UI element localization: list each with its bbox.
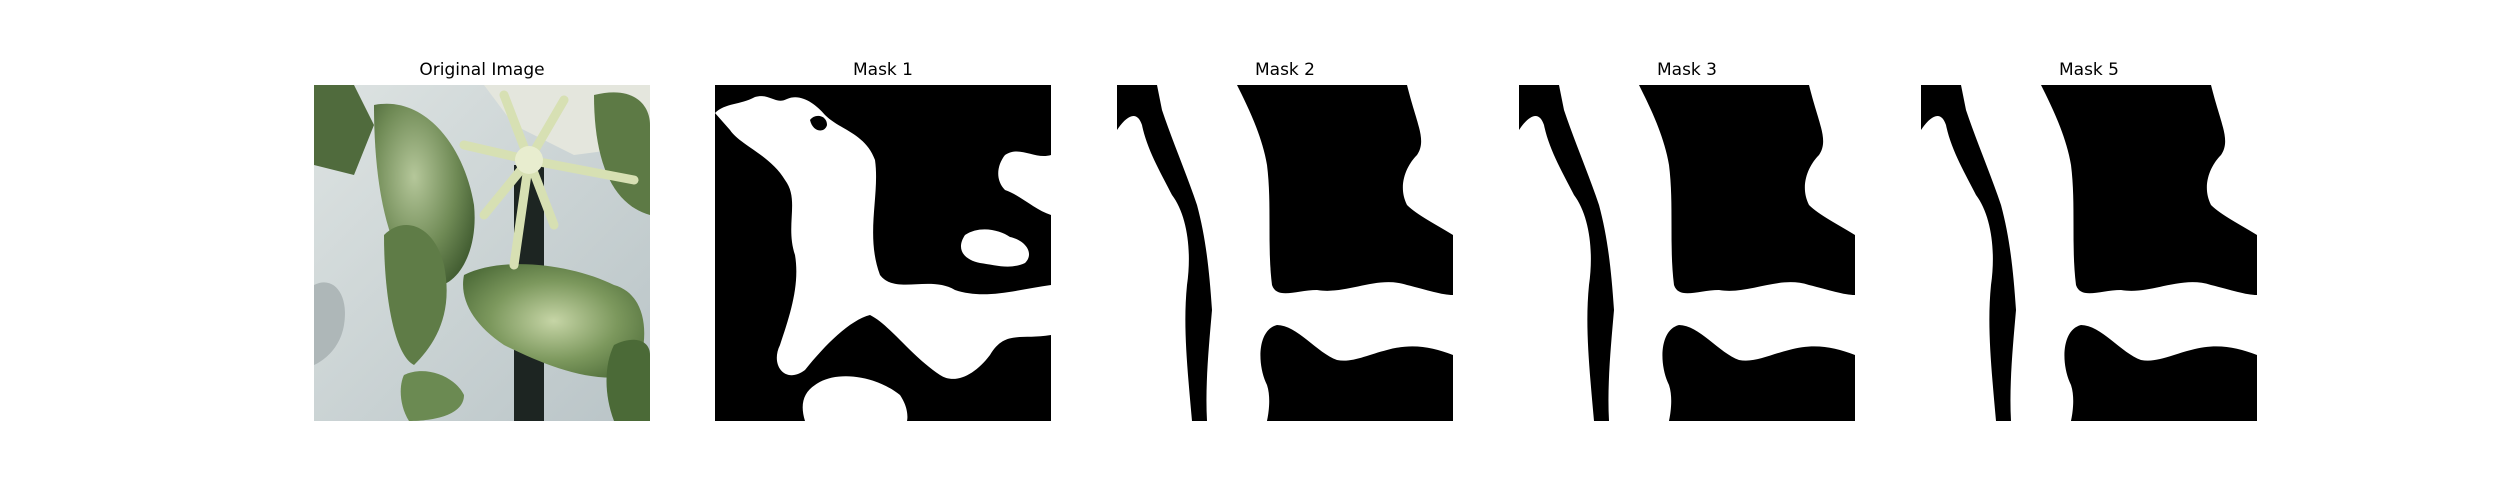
mask-3-image (1519, 85, 1855, 421)
plant-photo (314, 85, 650, 421)
mask-2-panel: Mask 2 (1117, 0, 1453, 500)
original-image-panel: Original Image (314, 0, 650, 500)
original-image-title: Original Image (419, 60, 545, 80)
mask-3-panel: Mask 3 (1519, 0, 1855, 500)
mask-1-title: Mask 1 (852, 60, 913, 80)
mask-3-title: Mask 3 (1656, 60, 1717, 80)
mask-5-title: Mask 5 (2058, 60, 2119, 80)
mask-5-panel: Mask 5 (1921, 0, 2257, 500)
mask-1-image (715, 85, 1051, 421)
mask-2-image (1117, 85, 1453, 421)
mask-1-panel: Mask 1 (715, 0, 1051, 500)
mask-5-image (1921, 85, 2257, 421)
mask-2-title: Mask 2 (1254, 60, 1315, 80)
